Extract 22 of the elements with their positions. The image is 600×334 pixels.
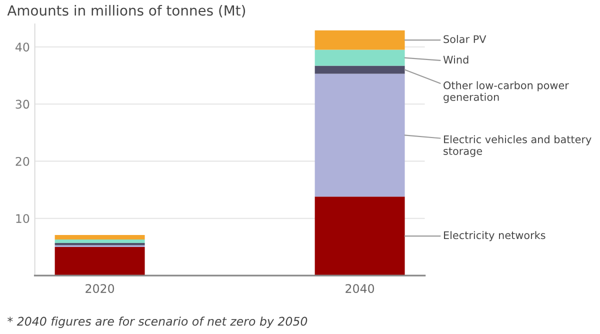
y-tick-label: 10 <box>16 214 30 224</box>
text: Wind <box>443 56 468 64</box>
x-tick-label: 2040 <box>346 284 374 294</box>
y-tick-label: 40 <box>15 42 30 52</box>
bar <box>314 30 405 50</box>
y-tick-label: 30 <box>16 100 30 109</box>
bar <box>54 242 145 246</box>
text: Other low-carbon power generation <box>444 81 569 103</box>
text: Electricity networks <box>444 231 546 242</box>
y-tick-label: 20 <box>16 156 30 166</box>
bar <box>54 234 145 240</box>
text: Electric vehicles and battery storage <box>444 135 592 157</box>
bar <box>314 50 405 66</box>
x-tick-label: 2020 <box>86 284 114 294</box>
bar <box>314 196 405 276</box>
bar <box>54 240 145 243</box>
bar <box>54 246 145 276</box>
text: * 2040 figures are for scenario of net zero by 2050 <box>8 316 308 328</box>
bar <box>314 66 405 74</box>
text: Solar PV <box>444 35 486 44</box>
chart-title: Amounts in millions of tonnes (Mt) <box>7 4 246 18</box>
bar <box>314 74 405 197</box>
